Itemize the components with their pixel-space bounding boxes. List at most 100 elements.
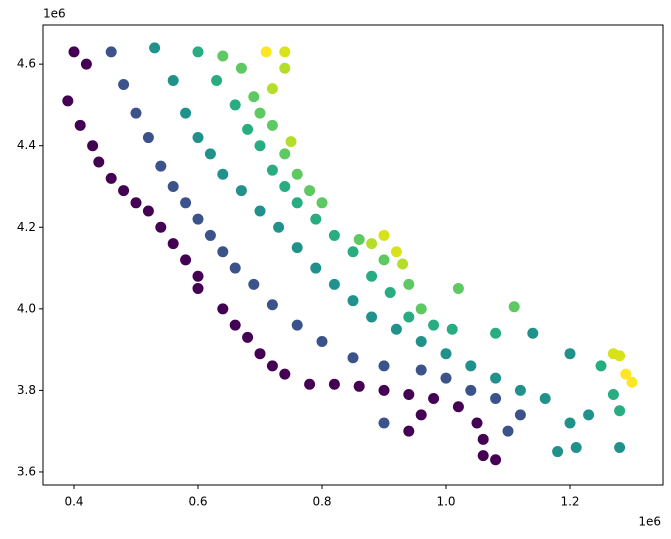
point (403, 311, 415, 323)
point (310, 262, 322, 274)
x-offset-label: 1e6 (638, 515, 661, 529)
point (180, 254, 192, 266)
point (316, 335, 328, 347)
point (229, 262, 241, 274)
point (217, 168, 229, 180)
point (514, 384, 526, 396)
point (279, 62, 291, 74)
y-tick-label: 3.6 (17, 464, 36, 478)
point (465, 360, 477, 372)
point (403, 278, 415, 290)
point (310, 213, 322, 225)
point (118, 79, 130, 91)
point (279, 148, 291, 160)
point (142, 205, 154, 217)
point (378, 254, 390, 266)
point (304, 378, 316, 390)
point (415, 364, 427, 376)
x-tick-label: 0.4 (64, 495, 83, 509)
axes-frame (42, 24, 664, 486)
point (614, 350, 626, 362)
point (564, 417, 576, 429)
point (366, 270, 378, 282)
point (217, 246, 229, 258)
x-tick-label: 1.0 (436, 495, 455, 509)
point (378, 229, 390, 241)
point (452, 401, 464, 413)
point (155, 160, 167, 172)
point (490, 393, 502, 405)
point (353, 234, 365, 246)
point (229, 99, 241, 111)
point (304, 185, 316, 197)
point (291, 319, 303, 331)
point (248, 91, 260, 103)
point (242, 123, 254, 135)
point (415, 303, 427, 315)
point (353, 380, 365, 392)
point (204, 148, 216, 160)
point (155, 221, 167, 233)
point (130, 107, 142, 119)
point (291, 197, 303, 209)
y-tick-label: 3.8 (17, 383, 36, 397)
y-offset-label: 1e6 (43, 7, 66, 21)
point (105, 172, 117, 184)
point (167, 238, 179, 250)
point (74, 119, 86, 131)
point (614, 441, 626, 453)
point (167, 74, 179, 86)
point (291, 242, 303, 254)
point (192, 132, 204, 144)
point (273, 221, 285, 233)
point (440, 348, 452, 360)
point (595, 360, 607, 372)
point (347, 352, 359, 364)
point (211, 74, 223, 86)
point (266, 83, 278, 95)
point (477, 450, 489, 462)
point (328, 229, 340, 241)
point (403, 425, 415, 437)
point (192, 46, 204, 58)
point (390, 323, 402, 335)
point (68, 46, 80, 58)
y-tick-label: 4.4 (17, 138, 36, 152)
point (130, 197, 142, 209)
point (446, 323, 458, 335)
point (291, 168, 303, 180)
x-tick-label: 0.6 (188, 495, 207, 509)
point (279, 180, 291, 192)
point (242, 331, 254, 343)
point (440, 372, 452, 384)
point (235, 62, 247, 74)
point (266, 119, 278, 131)
point (570, 441, 582, 453)
point (316, 197, 328, 209)
point (192, 213, 204, 225)
point (105, 46, 117, 58)
point (620, 368, 632, 380)
point (583, 409, 595, 421)
point (254, 140, 266, 152)
point (279, 368, 291, 380)
point (254, 205, 266, 217)
point (328, 378, 340, 390)
point (347, 295, 359, 307)
point (539, 393, 551, 405)
point (465, 384, 477, 396)
point (390, 246, 402, 258)
point (328, 278, 340, 290)
point (204, 229, 216, 241)
point (428, 393, 440, 405)
x-tick-label: 1.2 (560, 495, 579, 509)
point (87, 140, 99, 152)
point (403, 388, 415, 400)
point (248, 278, 260, 290)
point (508, 301, 520, 313)
point (614, 405, 626, 417)
point (502, 425, 514, 437)
point (514, 409, 526, 421)
point (415, 409, 427, 421)
